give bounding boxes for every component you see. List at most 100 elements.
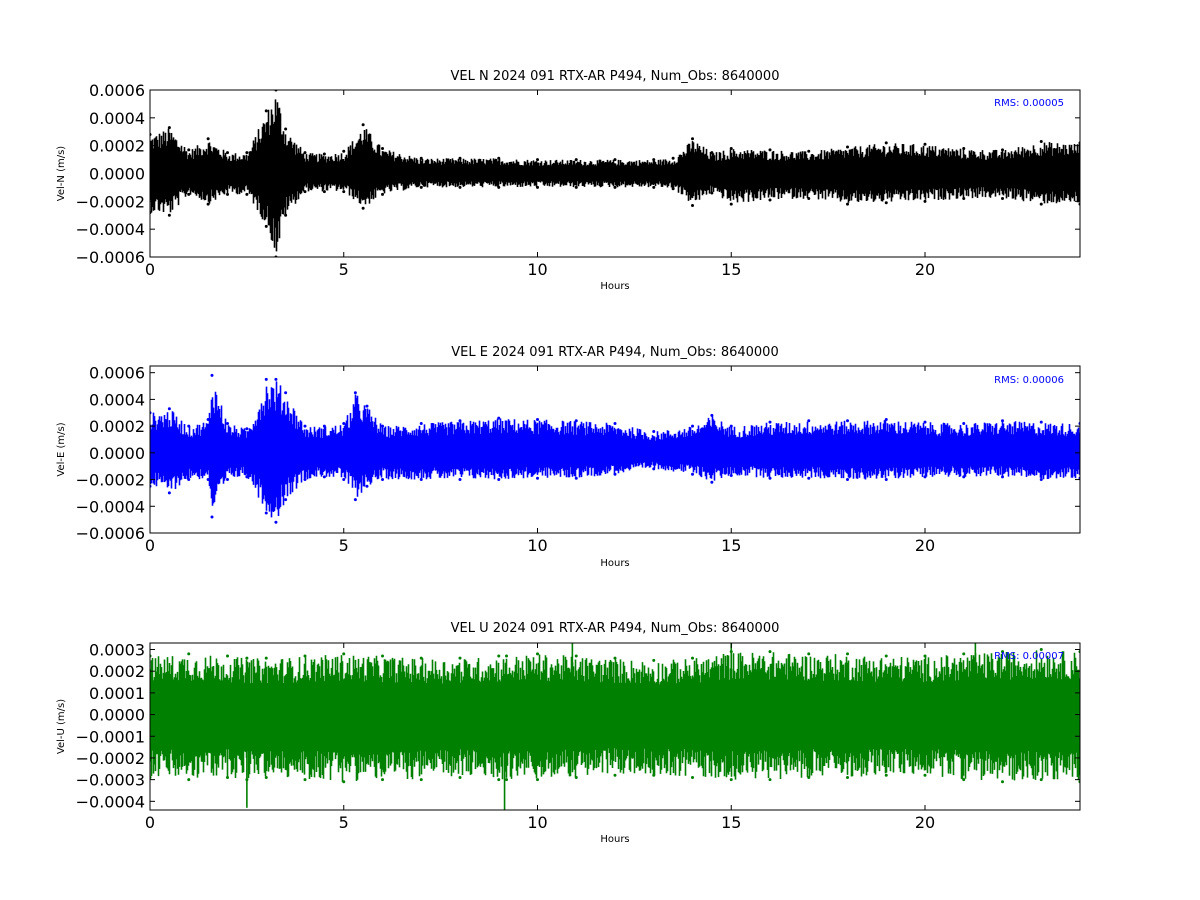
axes-frame — [149, 642, 1081, 811]
data-point-lower — [574, 185, 578, 189]
data-point-upper — [264, 377, 268, 381]
y-tick-label: 0.0004 — [89, 109, 145, 128]
data-point-upper — [536, 652, 539, 656]
data-point-lower — [381, 478, 384, 482]
x-tick-label: 20 — [915, 260, 935, 279]
data-point-upper — [846, 419, 849, 423]
data-point-lower — [652, 773, 656, 777]
data-point-lower — [365, 484, 369, 488]
data-point-lower — [497, 778, 501, 782]
y-tick-label: −0.0001 — [76, 727, 145, 746]
data-point-upper — [1039, 139, 1043, 143]
data-point-upper — [1001, 148, 1004, 152]
data-point-upper — [807, 149, 811, 153]
data-point-upper — [167, 126, 171, 130]
data-point-lower — [342, 478, 346, 482]
data-point-upper — [419, 656, 423, 660]
data-point-lower — [613, 185, 617, 189]
y-tick-label: 0.0001 — [89, 684, 145, 703]
data-point-lower — [884, 201, 888, 205]
data-point-lower — [884, 478, 888, 482]
data-point-upper — [419, 156, 423, 160]
data-point-upper — [361, 123, 365, 127]
data-point-upper — [458, 156, 462, 160]
data-point-upper — [923, 654, 927, 658]
x-tick-label: 10 — [527, 536, 547, 555]
data-point-lower — [574, 775, 578, 779]
data-point-lower — [884, 773, 888, 777]
data-point-upper — [206, 137, 210, 141]
data-point-lower — [729, 778, 733, 782]
data-point-upper — [322, 152, 326, 156]
data-point-upper — [303, 654, 307, 658]
data-point-upper — [458, 419, 462, 423]
data-point-lower — [962, 475, 966, 479]
y-tick-label: −0.0006 — [76, 524, 145, 543]
panel-title: VEL N 2024 091 RTX-AR P494, Num_Obs: 864… — [451, 69, 780, 84]
data-point-upper — [962, 421, 966, 425]
x-tick-label: 0 — [145, 260, 155, 279]
panel-title: VEL E 2024 091 RTX-AR P494, Num_Obs: 864… — [451, 345, 778, 360]
x-tick-label: 0 — [145, 813, 155, 832]
data-point-upper — [729, 424, 733, 428]
y-axis-ticks: 0.0006 0.0004 0.0002 0.0000 −0.0002 −0.0004 −0… — [76, 364, 1080, 543]
data-point-upper — [1039, 648, 1043, 652]
data-point-upper — [884, 417, 888, 421]
data-point-lower — [361, 206, 365, 210]
y-tick-label: 0.0002 — [89, 417, 145, 436]
data-point-lower — [264, 511, 268, 515]
data-point-lower — [226, 775, 229, 779]
data-point-lower — [1039, 202, 1043, 206]
data-point-upper — [1001, 650, 1004, 654]
data-point-upper — [226, 151, 229, 155]
data-point-lower — [710, 480, 714, 484]
data-point-upper — [187, 424, 191, 428]
data-point-upper — [691, 656, 694, 660]
data-point-upper — [245, 427, 249, 431]
data-point-upper — [710, 413, 714, 417]
data-point-upper — [245, 151, 249, 155]
data-point-lower — [353, 498, 357, 502]
data-point-upper — [365, 404, 369, 408]
panel-vel-e: VEL E 2024 091 RTX-AR P494, Num_Obs: 864… — [56, 345, 1081, 569]
data-point-lower — [458, 478, 462, 482]
data-point-lower — [226, 192, 229, 196]
data-point-lower — [962, 778, 966, 782]
y-tick-label: 0.0000 — [89, 706, 145, 725]
data-point-lower — [187, 192, 191, 196]
data-point-lower — [322, 475, 326, 479]
data-point-lower — [206, 478, 210, 482]
y-tick-label: −0.0004 — [76, 220, 145, 239]
data-point-upper — [264, 656, 268, 660]
data-point-lower — [1001, 475, 1004, 479]
panel-title: VEL U 2024 091 RTX-AR P494, Num_Obs: 864… — [451, 621, 780, 636]
data-point-upper — [419, 421, 423, 425]
data-point-lower — [768, 778, 772, 782]
data-point-upper — [381, 424, 384, 428]
data-point-lower — [691, 775, 694, 779]
data-point-upper — [729, 146, 733, 150]
data-point-upper — [187, 148, 191, 152]
data-point-lower — [458, 775, 462, 779]
data-point-upper — [768, 650, 772, 654]
data-point-lower — [729, 202, 733, 206]
y-tick-label: −0.0004 — [76, 497, 145, 516]
data-point-upper — [322, 424, 326, 428]
data-point-lower — [536, 778, 539, 782]
data-point-lower — [729, 474, 733, 478]
data-point-lower — [846, 775, 849, 779]
x-axis-label: Hours — [600, 281, 629, 292]
y-tick-label: −0.0003 — [76, 771, 145, 790]
data-point-upper — [226, 654, 229, 658]
data-point-lower — [497, 185, 501, 189]
data-point-upper — [274, 377, 278, 381]
data-point-lower — [245, 192, 249, 196]
data-point-upper — [245, 656, 249, 660]
y-tick-label: 0.0004 — [89, 390, 145, 409]
data-point-upper — [768, 420, 772, 424]
data-point-lower — [710, 191, 714, 195]
data-point-upper — [652, 429, 656, 433]
y-tick-label: −0.0002 — [76, 471, 145, 490]
data-point-lower — [303, 190, 307, 194]
